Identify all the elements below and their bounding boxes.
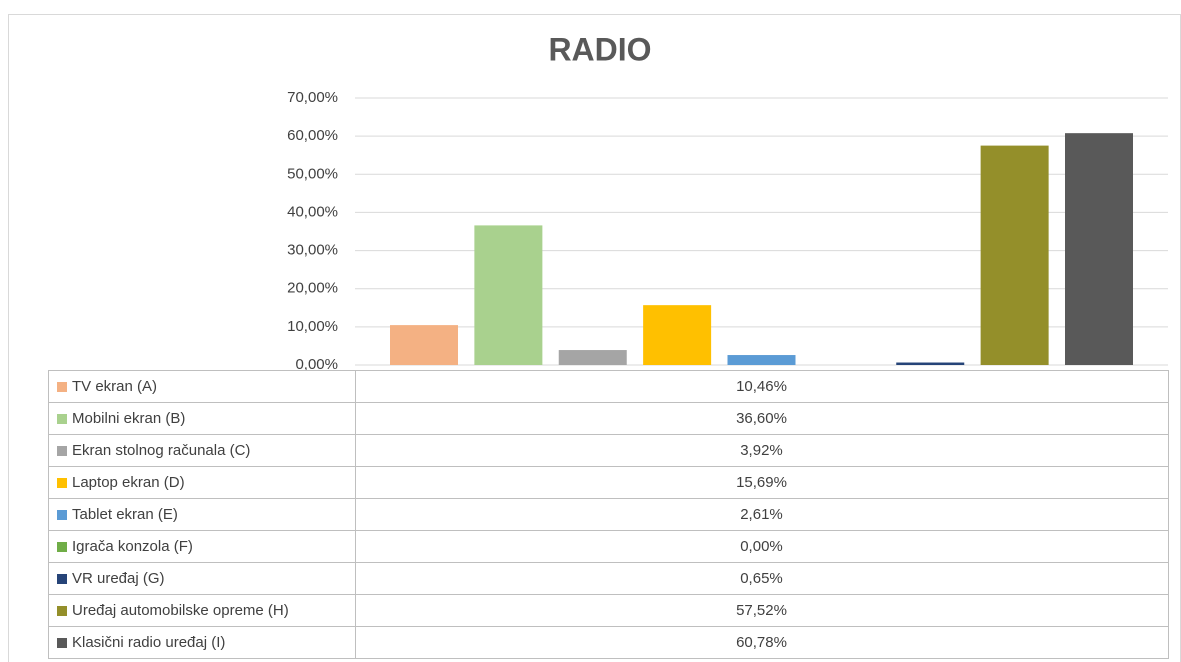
legend-key [57, 510, 67, 520]
y-tick-label: 60,00% [287, 127, 338, 144]
legend-label: Klasični radio uređaj (I) [72, 634, 225, 651]
legend-key [57, 606, 67, 616]
y-tick-label: 70,00% [287, 89, 338, 106]
legend-key [57, 446, 67, 456]
chart-title: RADIO [548, 31, 651, 67]
legend-key [57, 542, 67, 552]
legend-key [57, 638, 67, 648]
y-tick-label: 20,00% [287, 280, 338, 297]
bar [1065, 133, 1133, 365]
y-tick-label: 40,00% [287, 203, 338, 220]
legend-key [57, 414, 67, 424]
legend-label: Uređaj automobilske opreme (H) [72, 602, 289, 619]
value-label: 57,52% [736, 602, 787, 619]
bar [390, 325, 458, 365]
y-tick-label: 30,00% [287, 242, 338, 259]
value-label: 36,60% [736, 410, 787, 427]
bar [558, 350, 627, 365]
value-label: 60,78% [736, 634, 787, 651]
legend-key [57, 478, 67, 488]
legend-key [57, 574, 67, 584]
value-label: 0,65% [740, 570, 783, 587]
value-label: 0,00% [740, 538, 783, 555]
value-label: 3,92% [740, 442, 783, 459]
value-label: 2,61% [740, 506, 783, 523]
legend-key [57, 382, 67, 392]
legend-label: Ekran stolnog računala (C) [72, 442, 250, 459]
data-table [48, 370, 1169, 659]
value-label: 10,46% [736, 378, 787, 395]
bar [980, 145, 1049, 365]
y-tick-label: 0,00% [295, 356, 338, 373]
bar [896, 362, 965, 365]
legend-label: TV ekran (A) [72, 378, 157, 395]
legend-label: VR uređaj (G) [72, 570, 165, 587]
value-label: 15,69% [736, 474, 787, 491]
y-tick-label: 50,00% [287, 165, 338, 182]
legend-label: Laptop ekran (D) [72, 474, 185, 491]
bar [643, 305, 712, 365]
bar [474, 225, 543, 365]
legend-label: Mobilni ekran (B) [72, 410, 185, 427]
y-tick-label: 10,00% [287, 318, 338, 335]
bar [727, 355, 796, 365]
legend-label: Tablet ekran (E) [72, 506, 178, 523]
legend-label: Igrača konzola (F) [72, 538, 193, 555]
